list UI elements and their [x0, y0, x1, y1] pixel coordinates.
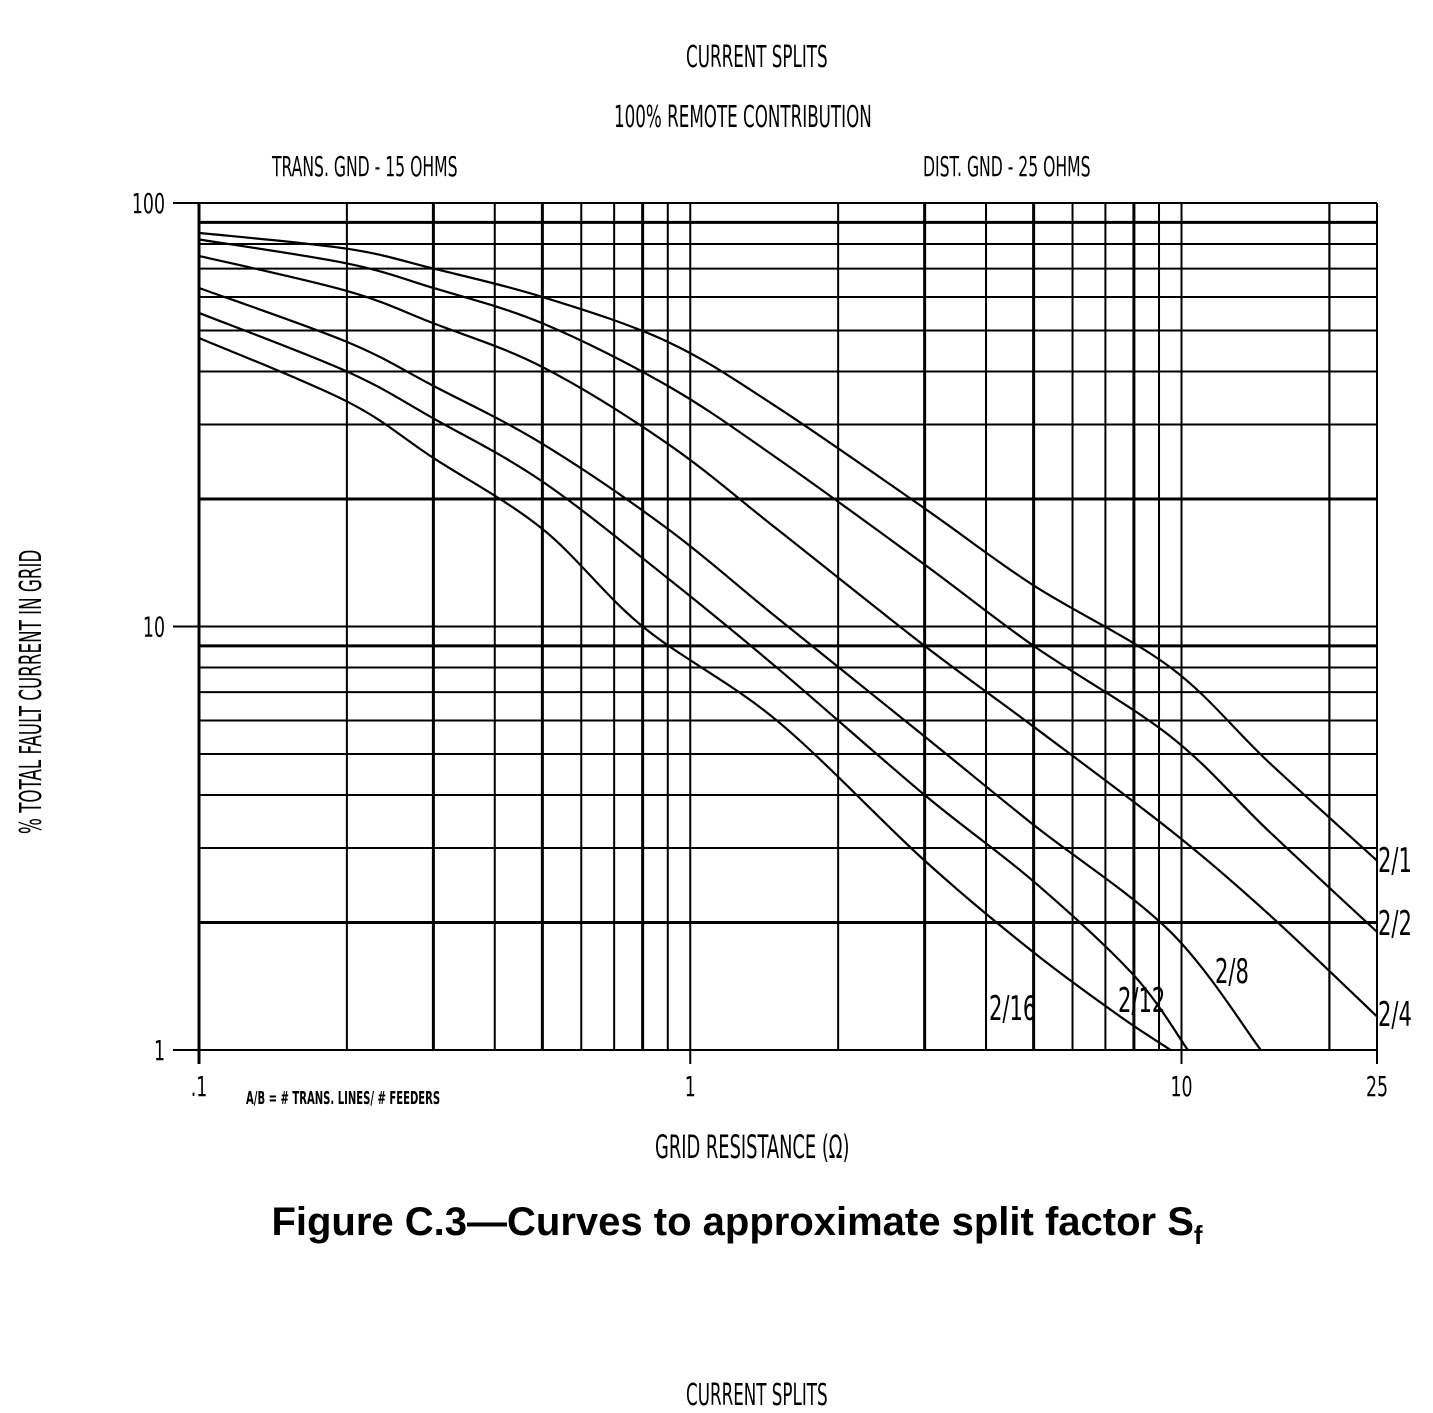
left-ground-note: TRANS. GND - 15 OHMS — [272, 150, 458, 183]
chart-subtitle: 100% REMOTE CONTRIBUTION — [614, 100, 872, 135]
right-ground-note: DIST. GND - 25 OHMS — [923, 150, 1091, 183]
curve-2-4 — [198, 254, 1378, 1018]
caption-text: Figure C.3—Curves to approximate split f… — [271, 1200, 1194, 1244]
y-tick-label: 10 — [143, 611, 165, 643]
x-tick-label: .1 — [191, 1071, 208, 1103]
curve-label: 2/12 — [1118, 981, 1165, 1021]
x-tick-label: 25 — [1366, 1071, 1388, 1103]
y-tick-label: 100 — [132, 188, 165, 220]
curve-2-8 — [198, 286, 1262, 1051]
curve-label: 2/1 — [1378, 841, 1412, 881]
figure-caption: Figure C.3—Curves to approximate split f… — [0, 1200, 1433, 1251]
curve-2-1 — [198, 231, 1378, 862]
curve-2-2 — [198, 238, 1378, 933]
next-figure-title: CURRENT SPLITS — [686, 1378, 828, 1413]
curve-label: 2/8 — [1215, 952, 1249, 992]
caption-subscript: f — [1193, 1220, 1203, 1250]
x-tick-label: 1 — [685, 1071, 696, 1103]
y-tick-label: 1 — [154, 1035, 165, 1067]
chart-title: CURRENT SPLITS — [686, 40, 828, 75]
curve-2-16 — [198, 336, 1172, 1051]
y-axis-label: % TOTAL FAULT CURRENT IN GRID — [14, 549, 49, 834]
x-tick-label: 10 — [1170, 1071, 1192, 1103]
curve-2-12 — [198, 311, 1189, 1051]
curve-label: 2/2 — [1378, 904, 1412, 944]
curve-label: 2/4 — [1378, 995, 1412, 1035]
curve-label: 2/16 — [989, 989, 1036, 1029]
x-axis-label: GRID RESISTANCE (Ω) — [655, 1128, 850, 1166]
legend-note: A/B = # TRANS. LINES/ # FEEDERS — [246, 1088, 441, 1109]
